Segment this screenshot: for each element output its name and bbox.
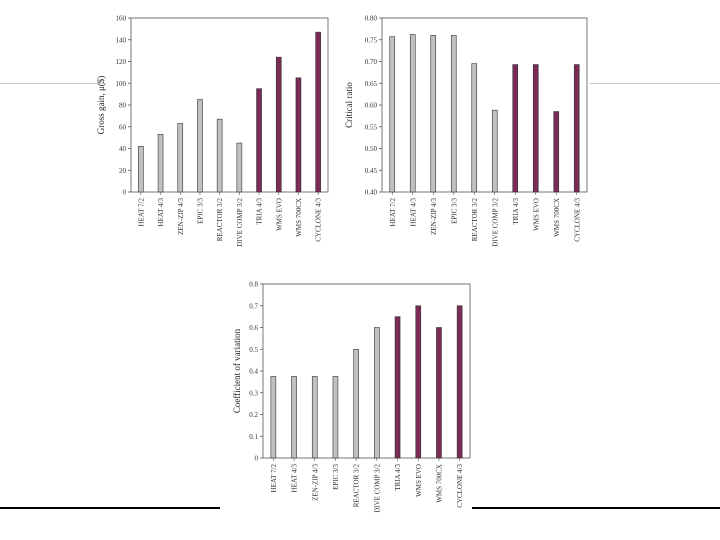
bar-wms-700cx bbox=[295, 77, 302, 193]
x-tick-label: DIVE COMP 3/2 bbox=[236, 198, 244, 247]
y-tick-label: 0.60 bbox=[365, 102, 378, 110]
bar-heat-4-3 bbox=[291, 376, 297, 459]
bar-epic-3-3 bbox=[332, 376, 339, 459]
x-tick-label: ZEN-ZIP 4/3 bbox=[430, 198, 438, 235]
bar-heat-4-3 bbox=[157, 134, 164, 193]
x-tick-label: WMS EVO bbox=[532, 198, 540, 231]
decorative-line-left bbox=[0, 83, 105, 84]
y-tick-label: 0.1 bbox=[249, 433, 258, 441]
x-tick-label: CYCLONE 4/3 bbox=[315, 198, 323, 242]
x-tick-label: DIVE COMP 3/2 bbox=[491, 198, 499, 247]
y-tick-label: 0.7 bbox=[249, 302, 258, 310]
x-tick-label: TRIA 4/3 bbox=[256, 198, 264, 225]
y-tick-label: 0.5 bbox=[249, 346, 258, 354]
y-axis-title: Coefficient of variation bbox=[232, 328, 242, 413]
x-tick-label: HEAT 7/2 bbox=[389, 198, 397, 227]
y-tick-label: 140 bbox=[116, 36, 127, 44]
y-tick-label: 40 bbox=[119, 145, 127, 153]
y-tick-label: 120 bbox=[116, 58, 127, 66]
y-tick-label: 0.40 bbox=[365, 189, 378, 197]
decorative-rule-right bbox=[472, 507, 720, 509]
y-tick-label: 0 bbox=[255, 455, 259, 463]
x-tick-label: TRIA 4/3 bbox=[512, 198, 520, 225]
x-tick-label: EPIC 3/3 bbox=[450, 198, 458, 224]
x-tick-label: WMS EVO bbox=[415, 464, 423, 497]
bar-epic-3-3 bbox=[197, 99, 203, 193]
y-tick-label: 0.2 bbox=[249, 411, 258, 419]
x-tick-label: ZEN-ZIP 4/3 bbox=[311, 464, 319, 501]
bar-reactor-3-2 bbox=[216, 118, 223, 193]
bar-tria-4-3 bbox=[394, 316, 401, 459]
bar-reactor-3-2 bbox=[471, 63, 478, 193]
bar-heat-7-2 bbox=[270, 376, 277, 459]
bar-dive-comp-3-2 bbox=[491, 109, 498, 193]
x-tick-label: HEAT 7/2 bbox=[137, 198, 145, 227]
x-tick-label: REACTOR 3/2 bbox=[216, 198, 224, 242]
y-tick-label: 0.75 bbox=[365, 36, 378, 44]
x-tick-label: HEAT 4/3 bbox=[291, 464, 299, 493]
x-tick-label: WMS 700CX bbox=[435, 464, 443, 503]
y-tick-label: 0 bbox=[123, 189, 127, 197]
x-tick-label: DIVE COMP 3/2 bbox=[373, 464, 381, 513]
y-tick-label: 0.3 bbox=[249, 389, 258, 397]
bar-wms-700cx bbox=[553, 111, 560, 193]
bar-heat-7-2 bbox=[138, 146, 144, 193]
bar-cyclone-4-3 bbox=[573, 64, 580, 193]
bar-heat-4-3 bbox=[409, 34, 416, 193]
x-tick-label: HEAT 4/3 bbox=[157, 198, 165, 227]
bar-wms-evo bbox=[275, 56, 282, 193]
bar-wms-evo bbox=[415, 305, 422, 459]
y-axis-title: Critical ratio bbox=[344, 82, 354, 128]
bar-dive-comp-3-2 bbox=[374, 327, 380, 459]
x-tick-label: EPIC 3/3 bbox=[196, 198, 204, 224]
y-tick-label: 80 bbox=[119, 102, 127, 110]
x-tick-label: CYCLONE 4/3 bbox=[456, 464, 464, 508]
x-tick-label: CYCLONE 4/3 bbox=[573, 198, 581, 242]
bar-cyclone-4-3 bbox=[456, 305, 463, 459]
x-tick-label: REACTOR 3/2 bbox=[353, 464, 361, 508]
bar-tria-4-3 bbox=[512, 64, 519, 193]
bar-zen-zip-4-3 bbox=[177, 123, 184, 193]
y-tick-label: 0.8 bbox=[249, 281, 258, 289]
bar-heat-7-2 bbox=[389, 36, 396, 193]
y-tick-label: 0.80 bbox=[365, 15, 378, 23]
x-tick-label: TRIA 4/3 bbox=[394, 464, 402, 491]
decorative-line-right bbox=[590, 83, 720, 84]
bar-dive-comp-3-2 bbox=[236, 142, 243, 193]
bar-epic-3-3 bbox=[450, 35, 457, 193]
y-tick-label: 0.45 bbox=[365, 167, 378, 175]
y-tick-label: 0.65 bbox=[365, 80, 378, 88]
bar-wms-700cx bbox=[436, 327, 442, 459]
y-tick-label: 100 bbox=[116, 80, 127, 88]
bar-wms-evo bbox=[532, 64, 539, 193]
chart-1: 0 20 40 60 80 100 120 140 160 Gross gain, μ($) HEA… bbox=[96, 15, 329, 247]
bar-zen-zip-4-3 bbox=[311, 376, 318, 459]
bar-zen-zip-4-3 bbox=[430, 35, 437, 193]
x-tick-label: REACTOR 3/2 bbox=[471, 198, 479, 242]
x-tick-label: EPIC 3/3 bbox=[332, 464, 340, 490]
y-tick-label: 0.50 bbox=[365, 145, 378, 153]
x-tick-label: HEAT 7/2 bbox=[270, 464, 278, 493]
bar-cyclone-4-3 bbox=[315, 31, 321, 193]
bar-reactor-3-2 bbox=[353, 348, 359, 459]
y-tick-label: 60 bbox=[119, 123, 127, 131]
chart-2: 0.40 0.45 0.50 0.55 0.60 0.65 0.70 0.75 0.80 Crit… bbox=[344, 15, 588, 247]
y-tick-label: 0.4 bbox=[249, 368, 258, 376]
bar-tria-4-3 bbox=[256, 88, 262, 193]
y-tick-label: 160 bbox=[116, 15, 127, 23]
x-tick-label: WMS 700CX bbox=[295, 198, 303, 237]
y-tick-label: 0.6 bbox=[249, 324, 258, 332]
x-tick-label: WMS 700CX bbox=[553, 198, 561, 237]
chart-3: 0 0.1 0.2 0.3 0.4 0.5 0.6 0.7 0.8 Coefficient of … bbox=[232, 281, 471, 513]
x-tick-label: ZEN-ZIP 4/3 bbox=[177, 198, 185, 235]
y-axis-title: Gross gain, μ($) bbox=[96, 76, 106, 135]
x-tick-label: HEAT 4/3 bbox=[409, 198, 417, 227]
y-tick-label: 0.55 bbox=[365, 123, 378, 131]
y-tick-label: 0.70 bbox=[365, 58, 378, 66]
y-tick-label: 20 bbox=[119, 167, 127, 175]
x-tick-label: WMS EVO bbox=[275, 198, 283, 231]
decorative-rule-left bbox=[0, 507, 220, 509]
